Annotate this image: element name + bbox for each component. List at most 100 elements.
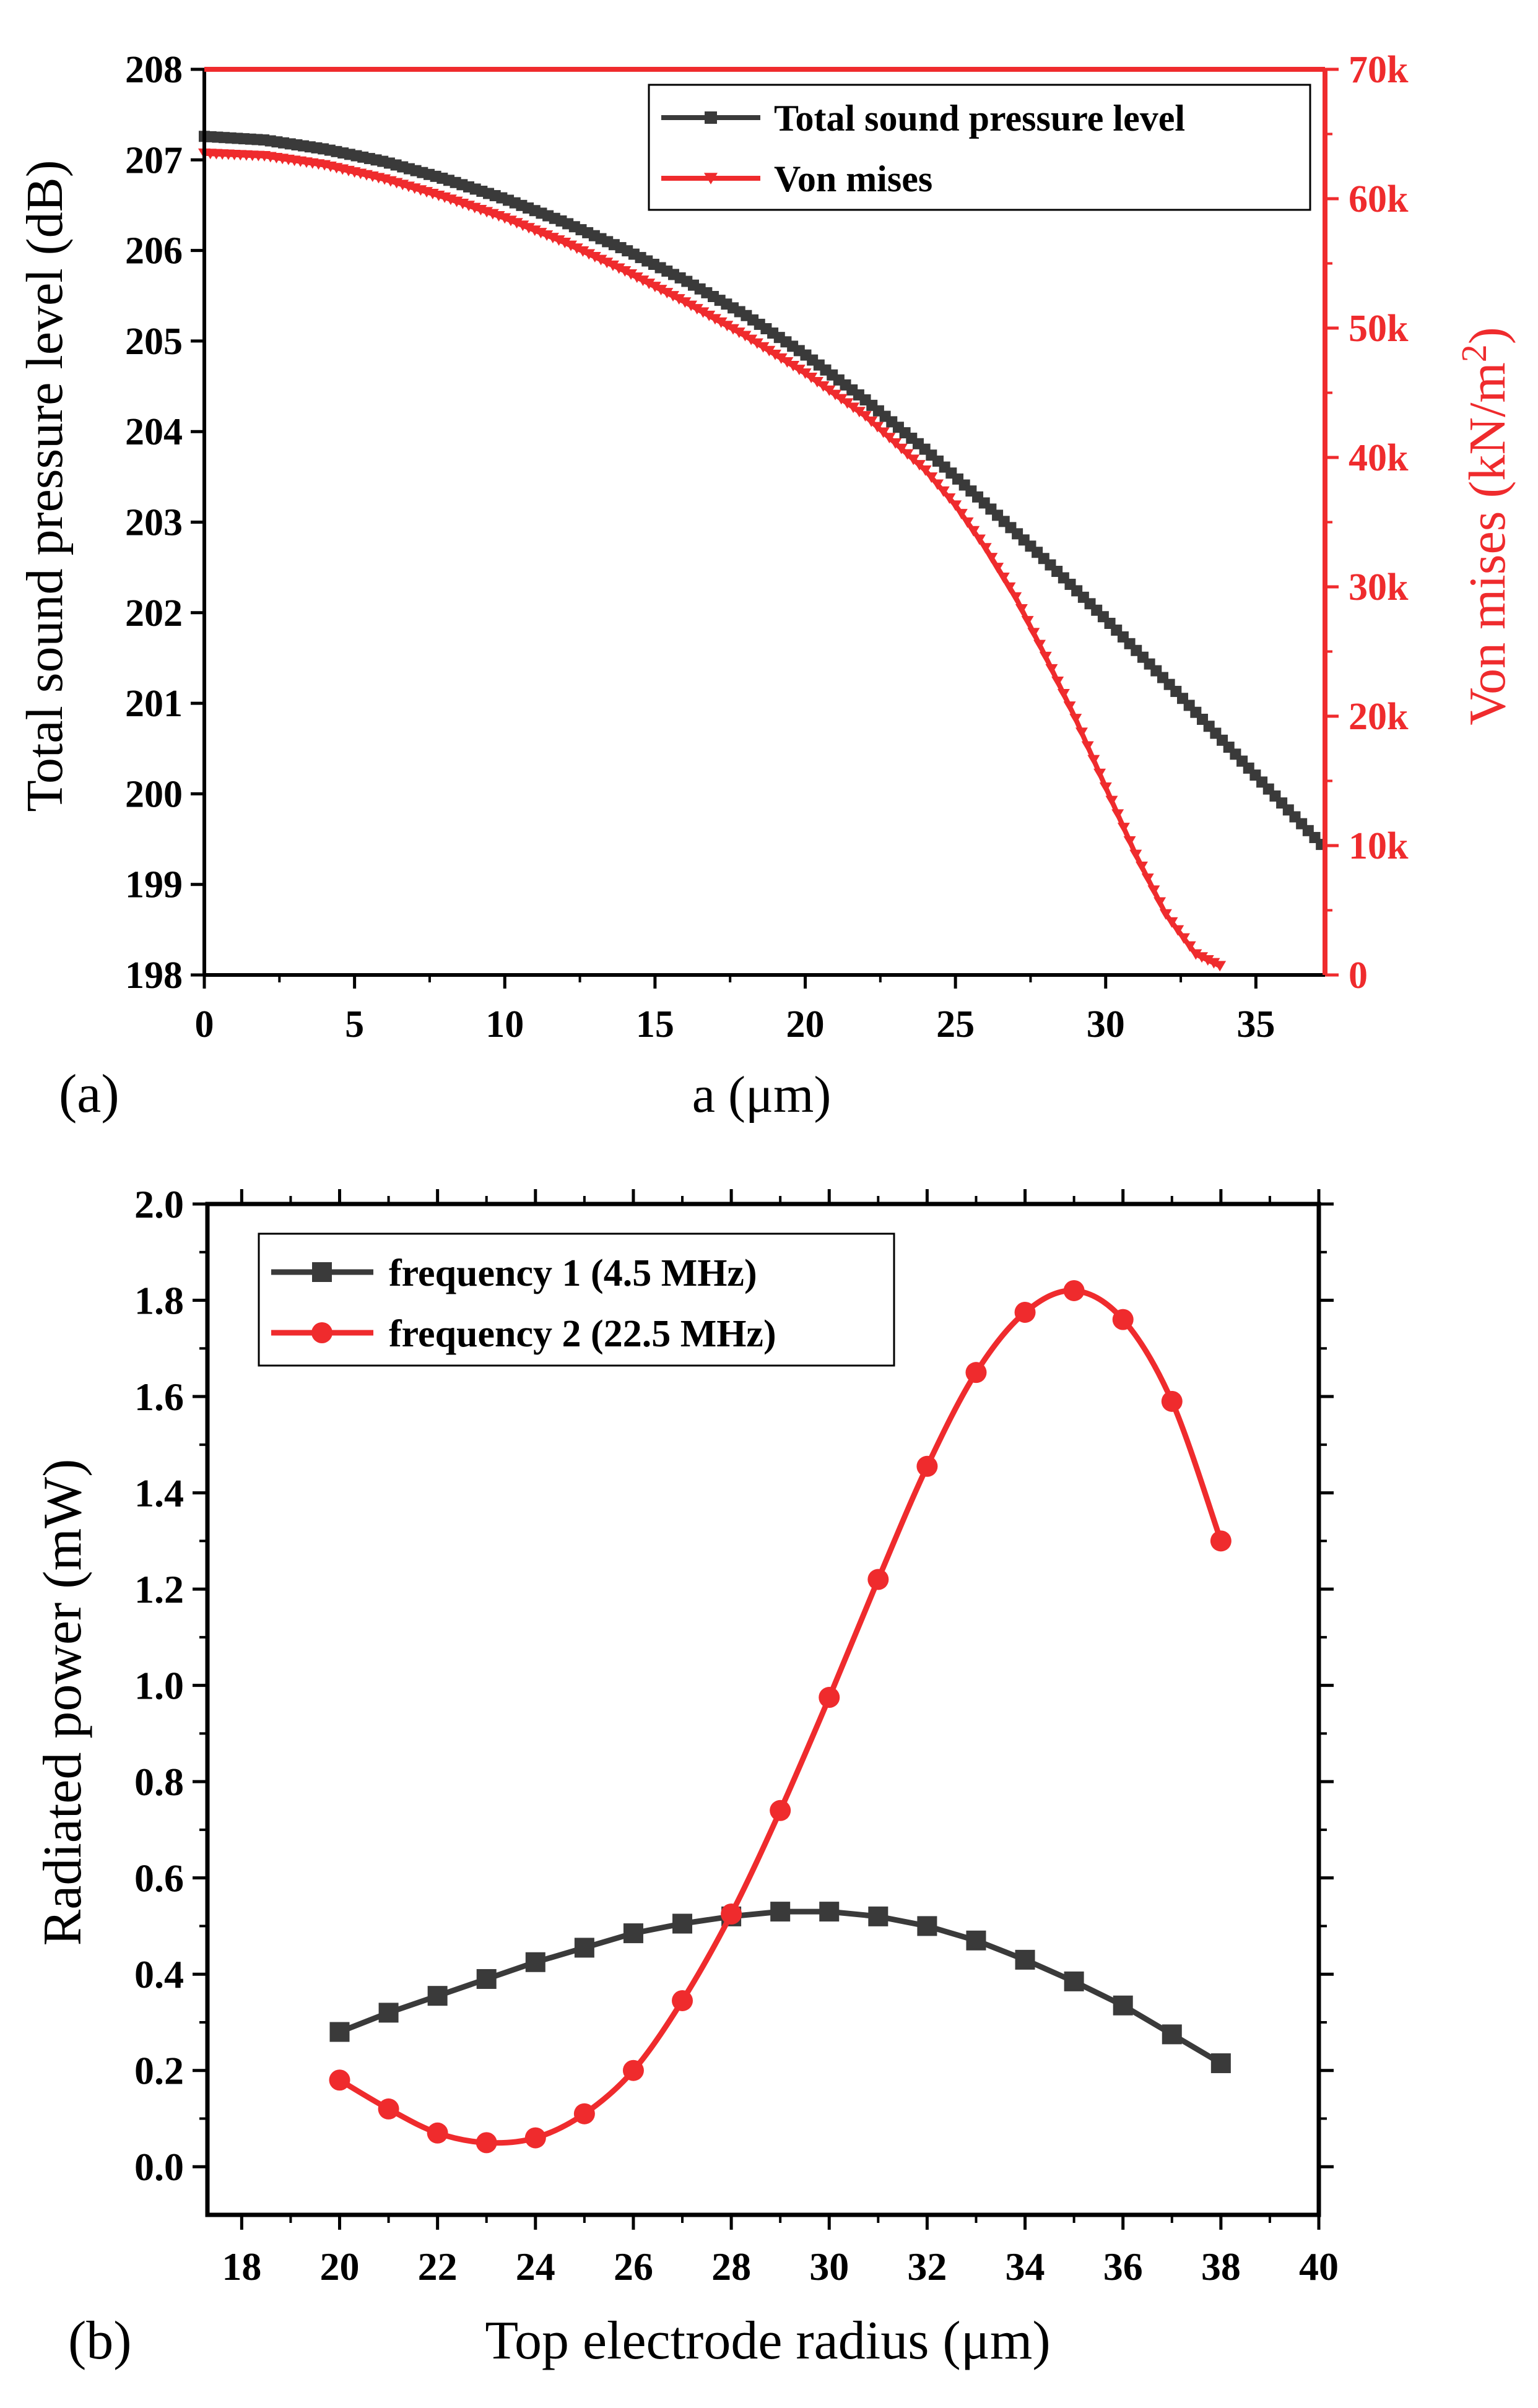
frequency-2-data-point xyxy=(622,2059,644,2081)
von-mises-data-point xyxy=(985,553,998,564)
frequency-2-data-point xyxy=(427,2122,448,2144)
frequency-1-data-point xyxy=(525,1952,545,1972)
frequency-1-series-line xyxy=(338,1908,1223,2066)
von-mises-data-point xyxy=(588,252,601,263)
panel-a-y2-tick-label: 60k xyxy=(1349,178,1409,220)
frequency-2-data-point xyxy=(378,2098,399,2120)
frequency-2-data-point xyxy=(867,1569,889,1590)
von-mises-data-point xyxy=(877,427,890,438)
von-mises-data-point xyxy=(570,243,583,254)
panel-a-x-tick-label: 5 xyxy=(345,1003,364,1046)
von-mises-data-point xyxy=(739,331,752,342)
von-mises-data-point xyxy=(919,465,932,476)
panel-b-x-tick-label: 18 xyxy=(222,2245,261,2289)
von-mises-data-point xyxy=(565,240,578,251)
von-mises-data-point xyxy=(1069,714,1082,725)
frequency-1-data-point xyxy=(770,1902,791,1922)
frequency-2-data-point xyxy=(965,1362,987,1384)
panel-a-y-tick-label: 206 xyxy=(125,230,183,272)
frequency-2-data-point xyxy=(672,1990,693,2011)
von-mises-data-point xyxy=(594,254,607,266)
panel-a-y-tick-label: 208 xyxy=(125,49,183,91)
von-mises-data-point xyxy=(1214,961,1227,972)
von-mises-data-point xyxy=(895,443,908,454)
von-mises-data-point xyxy=(829,389,842,401)
frequency-2-data-point xyxy=(721,1903,742,1925)
frequency-1-data-point xyxy=(966,1930,986,1951)
von-mises-data-point xyxy=(697,307,710,318)
legend-frequency-1-marker xyxy=(312,1262,332,1282)
panel-b-y-tick-label: 0.0 xyxy=(134,2145,184,2189)
von-mises-data-point xyxy=(643,279,656,290)
von-mises-data-point xyxy=(606,260,619,271)
legend-frequency-2-marker xyxy=(311,1322,332,1343)
panel-a-y-tick-label: 198 xyxy=(125,955,183,997)
panel-a-y-tick-label: 199 xyxy=(125,864,183,906)
panel-b-x-tick-label: 40 xyxy=(1299,2245,1339,2289)
panel-b-x-tick-label: 22 xyxy=(418,2245,458,2289)
panel-b-plot-frame xyxy=(205,1202,1321,2217)
von-mises-data-point xyxy=(768,349,781,360)
von-mises-data-point xyxy=(997,572,1010,583)
frequency-2-data-point xyxy=(524,2127,546,2149)
panel-a-y-tick-label: 207 xyxy=(125,139,183,181)
von-mises-data-point xyxy=(721,321,734,332)
von-mises-data-point xyxy=(1123,836,1136,847)
frequency-1-data-point xyxy=(574,1938,594,1958)
von-mises-data-point xyxy=(625,269,638,280)
panel-a-x-tick-label: 25 xyxy=(936,1003,975,1046)
frequency-1-data-point xyxy=(672,1913,693,1934)
von-mises-data-point xyxy=(1147,885,1160,896)
panel-b-x-tick-label: 28 xyxy=(711,2245,751,2289)
von-mises-data-point xyxy=(648,282,661,293)
frequency-1-data-point xyxy=(1015,1949,1035,1970)
panel-a-y2-tick-label: 50k xyxy=(1349,308,1409,350)
frequency-2-data-point xyxy=(819,1687,840,1709)
von-mises-data-point xyxy=(781,357,794,368)
panel-a-x-tick-label: 30 xyxy=(1087,1003,1125,1046)
von-mises-data-point xyxy=(907,454,920,466)
panel-b-legend: frequency 1 (4.5 MHz) frequency 2 (22.5 M… xyxy=(258,1232,895,1367)
von-mises-data-point xyxy=(853,407,866,418)
spl-series-line xyxy=(204,133,1324,847)
panel-b-y-tick-label: 1.8 xyxy=(134,1279,184,1323)
panel-a-legend: Total sound pressure level Von mises xyxy=(648,84,1311,211)
panel-b-x-tick-label: 36 xyxy=(1103,2245,1143,2289)
von-mises-data-point xyxy=(1117,823,1130,834)
von-mises-data-point xyxy=(1021,616,1034,627)
panel-b-y-tick-label: 0.2 xyxy=(134,2049,184,2093)
panel-b-x-tick-label: 32 xyxy=(907,2245,947,2289)
panel-a-x-tick-label: 10 xyxy=(485,1003,524,1046)
von-mises-data-point xyxy=(654,285,667,296)
von-mises-data-point xyxy=(943,493,956,505)
von-mises-data-point xyxy=(823,385,836,396)
panel-b-y-tick-label: 0.6 xyxy=(134,1856,184,1900)
panel-a-y2-tick-label: 10k xyxy=(1349,825,1409,867)
von-mises-data-point xyxy=(931,479,944,490)
panel-a-y-tick-label: 205 xyxy=(125,321,183,363)
von-mises-data-point xyxy=(1003,582,1016,593)
von-mises-data-point xyxy=(955,509,968,520)
panel-b-y-axis-label: Radiated power (mW) xyxy=(33,1459,93,1946)
von-mises-data-point xyxy=(1045,664,1058,675)
panel-a-y-tick-label: 200 xyxy=(125,773,183,815)
legend-von-mises-label: Von mises xyxy=(774,158,932,199)
von-mises-data-point xyxy=(979,543,992,554)
von-mises-data-point xyxy=(835,394,848,405)
von-mises-data-point xyxy=(1183,941,1196,952)
von-mises-data-point xyxy=(1075,727,1088,738)
frequency-1-data-point xyxy=(378,2003,399,2023)
von-mises-data-point xyxy=(1087,755,1100,766)
frequency-1-data-point xyxy=(917,1916,937,1936)
panel-a-y-tick-label: 201 xyxy=(125,683,183,725)
von-mises-data-point xyxy=(961,517,974,528)
panel-a-y2-tick-label: 40k xyxy=(1349,437,1409,479)
von-mises-data-point xyxy=(715,317,728,328)
frequency-2-data-point xyxy=(1063,1280,1085,1301)
legend-frequency-2-label: frequency 2 (22.5 MHz) xyxy=(389,1313,776,1355)
panel-a-y-axis-label: Total sound pressure level (dB) xyxy=(16,160,74,812)
frequency-1-data-point xyxy=(329,2022,350,2042)
panel-b-label: (b) xyxy=(68,2311,132,2371)
von-mises-data-point xyxy=(817,381,830,392)
von-mises-data-point xyxy=(1141,873,1154,885)
